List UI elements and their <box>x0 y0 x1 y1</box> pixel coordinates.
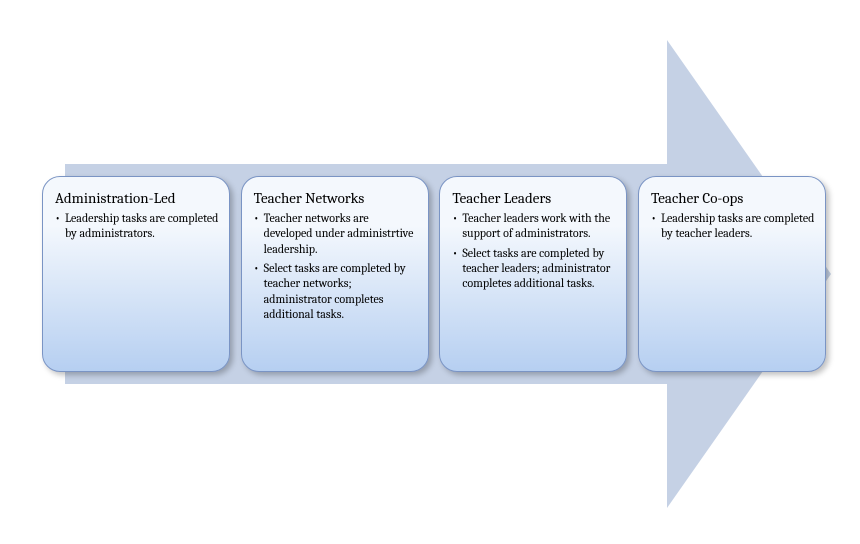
card-title: Teacher Networks <box>254 189 418 207</box>
bullet: Teacher networks are developed under adm… <box>254 211 418 257</box>
bullet: Select tasks are completed by teacher ne… <box>254 261 418 322</box>
diagram-canvas: Administration-Led Leadership tasks are … <box>0 0 860 544</box>
bullet: Teacher leaders work with the support of… <box>452 211 616 242</box>
card-teacher-coops: Teacher Co-ops Leadership tasks are comp… <box>638 176 826 372</box>
card-title: Teacher Co-ops <box>651 189 815 207</box>
card-bullets: Leadership tasks are completed by admini… <box>55 211 219 246</box>
bullet: Leadership tasks are completed by admini… <box>55 211 219 242</box>
card-bullets: Leadership tasks are completed by teache… <box>651 211 815 246</box>
bullet: Select tasks are completed by teacher le… <box>452 246 616 292</box>
card-teacher-leaders: Teacher Leaders Teacher leaders work wit… <box>439 176 627 372</box>
card-teacher-networks: Teacher Networks Teacher networks are de… <box>241 176 429 372</box>
cards-row: Administration-Led Leadership tasks are … <box>42 176 826 372</box>
bullet: Leadership tasks are completed by teache… <box>651 211 815 242</box>
card-bullets: Teacher networks are developed under adm… <box>254 211 418 327</box>
card-administration-led: Administration-Led Leadership tasks are … <box>42 176 230 372</box>
card-title: Teacher Leaders <box>452 189 616 207</box>
card-title: Administration-Led <box>55 189 219 207</box>
card-bullets: Teacher leaders work with the support of… <box>452 211 616 296</box>
